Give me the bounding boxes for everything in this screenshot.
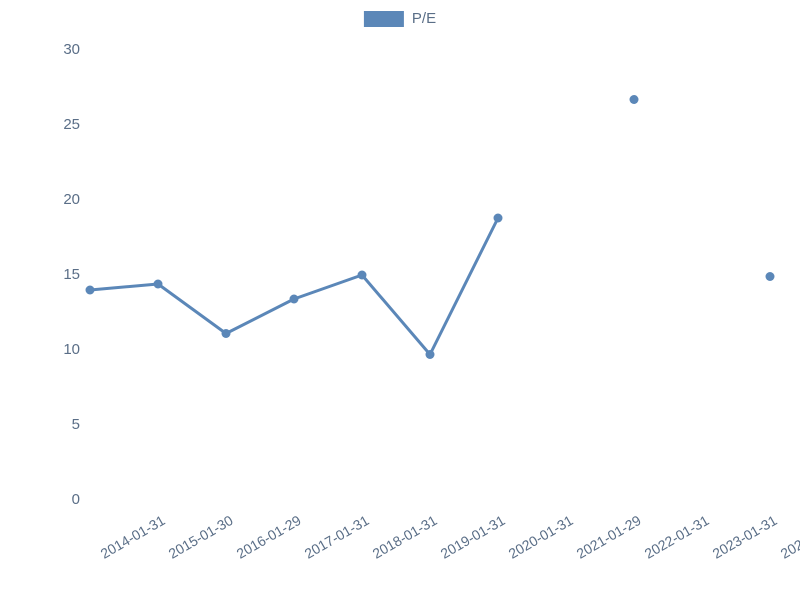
y-tick-label: 30	[40, 41, 80, 58]
series-marker	[494, 214, 503, 223]
series-marker	[426, 350, 435, 359]
series-marker	[358, 271, 367, 280]
series-marker	[222, 329, 231, 338]
series-marker	[290, 295, 299, 304]
series-line	[90, 218, 498, 355]
y-tick-label: 25	[40, 116, 80, 133]
y-tick-label: 20	[40, 191, 80, 208]
y-tick-label: 5	[40, 416, 80, 433]
y-tick-label: 10	[40, 341, 80, 358]
series-marker	[766, 272, 775, 281]
series-marker	[86, 286, 95, 295]
series-marker	[154, 280, 163, 289]
series-marker	[630, 95, 639, 104]
pe-chart: P/E 051015202530 2014-01-312015-01-30201…	[0, 0, 800, 600]
y-tick-label: 0	[40, 491, 80, 508]
y-tick-label: 15	[40, 266, 80, 283]
chart-svg	[0, 0, 800, 600]
